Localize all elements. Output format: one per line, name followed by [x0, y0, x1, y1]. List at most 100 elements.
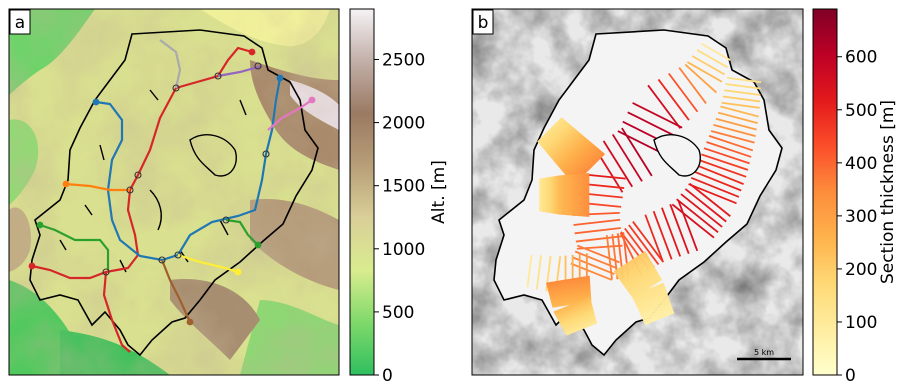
thickness-section-line: [557, 137, 587, 167]
thickness-map: [472, 9, 803, 375]
thickness-section-line: [565, 320, 597, 335]
colorbar-thickness: 0 100 200 300 400 500 600 Section thickness [m…: [812, 8, 898, 386]
thickness-section-line: [627, 272, 659, 293]
thickness-section-line: [632, 102, 683, 129]
thickness-section-line: [549, 290, 591, 299]
panel-b-frame: [471, 8, 804, 376]
thickness-section-line: [717, 111, 758, 125]
colorbar-altitude-bar: [349, 8, 375, 376]
thickness-section-line: [562, 314, 596, 330]
colorbar-altitude: 0 500 1000 1500 2000 2500 Alt. [m]: [349, 8, 449, 386]
thickness-section-line: [551, 295, 592, 304]
thickness-section-line: [710, 130, 755, 144]
thickness-section-line: [550, 291, 591, 300]
thickness-section-line: [642, 306, 673, 321]
panel-a-label-box: [9, 9, 31, 35]
thickness-section-line: [623, 266, 656, 288]
thickness-section-line: [565, 145, 596, 176]
thickness-section-line: [647, 84, 682, 129]
thickness-section-line: [633, 285, 666, 301]
thickness-section-line: [669, 203, 690, 254]
thickness-section-line: [722, 95, 761, 103]
thickness-section-line: [549, 287, 591, 297]
thickness-section-line: [547, 282, 591, 291]
thickness-section-line: [555, 135, 585, 165]
thickness-section-line: [668, 72, 699, 113]
colorbar-altitude-tick-label: 1500: [382, 177, 425, 197]
thickness-section-line: [621, 127, 653, 177]
thickness-section-line: [644, 214, 664, 263]
thickness-section-line: [574, 227, 621, 235]
thickness-section-line: [558, 307, 594, 324]
thickness-section-line: [564, 318, 597, 334]
thickness-section-line: [565, 321, 598, 336]
thickness-section-line: [550, 293, 591, 302]
thickness-section-line: [721, 101, 760, 109]
thickness-section-line: [696, 164, 744, 185]
thickness-section-line: [554, 299, 592, 316]
thickness-section-line: [619, 260, 652, 282]
thickness-section-line: [553, 296, 591, 314]
thickness-section-line: [537, 117, 563, 143]
thickness-section-line: [686, 61, 723, 83]
thickness-section-line: [550, 294, 592, 303]
thickness-section-line: [640, 302, 671, 316]
thickness-section-line: [568, 148, 600, 180]
thickness-section-line: [602, 140, 634, 188]
thickness-section-line: [637, 295, 669, 310]
colorbar-thickness-tick-label: 400: [845, 154, 877, 174]
colorbar-thickness-tick-label: 0: [845, 366, 856, 386]
thickness-section-line: [632, 221, 664, 263]
panel-b-label-box: [472, 9, 494, 35]
thickness-section-line: [689, 183, 731, 217]
thickness-section-line: [557, 305, 593, 321]
thickness-section-line: [638, 297, 670, 312]
thickness-section-line: [539, 119, 566, 146]
thickness-section-line: [552, 132, 582, 162]
thickness-section-line: [626, 270, 658, 292]
thickness-section-line: [726, 76, 762, 84]
thickness-section-line: [575, 235, 622, 243]
thickness-section-line: [547, 279, 591, 289]
thickness-section-line: [555, 301, 592, 317]
thickness-section-line: [563, 316, 596, 331]
thickness-section-line: [678, 67, 707, 104]
thickness-section-line: [558, 306, 594, 322]
thickness-section-line: [615, 254, 649, 276]
thickness-section-line: [548, 284, 591, 294]
thickness-section-line: [713, 124, 756, 138]
thickness-section-line: [632, 284, 665, 299]
thickness-section-line: [560, 312, 595, 327]
thickness-sections: [526, 43, 762, 336]
thickness-section-line: [546, 278, 591, 287]
thickness-section-line: [541, 121, 568, 148]
thickness-section-line: [633, 287, 666, 302]
thickness-section-line: [636, 294, 669, 309]
thickness-section-line: [561, 313, 595, 329]
thickness-section-line: [613, 251, 647, 273]
thickness-section-line: [556, 136, 586, 166]
thickness-section-line: [661, 207, 682, 257]
thickness-section-line: [567, 147, 599, 179]
thickness-section-line: [706, 141, 752, 158]
thickness-section-line: [635, 290, 668, 305]
thickness-section-line: [691, 55, 726, 76]
panel-a-label: a: [15, 13, 25, 33]
thickness-section-line: [577, 244, 620, 264]
stream-endpoints: [28, 48, 316, 326]
thickness-section-line: [560, 140, 591, 171]
thickness-section-line: [690, 177, 740, 198]
thickness-section-line: [720, 105, 759, 118]
thickness-section-line: [563, 143, 594, 174]
altitude-map: [9, 9, 339, 375]
thickness-section-line: [657, 78, 690, 121]
thickness-section-line: [614, 252, 648, 275]
thickness-section-line: [556, 302, 593, 319]
thickness-section-line: [676, 198, 719, 234]
thickness-section-line: [643, 308, 674, 322]
thickness-section-line: [620, 261, 653, 283]
thickness-section-line: [540, 120, 567, 147]
thickness-section-line: [551, 297, 592, 306]
thickness-section-line: [643, 310, 674, 324]
